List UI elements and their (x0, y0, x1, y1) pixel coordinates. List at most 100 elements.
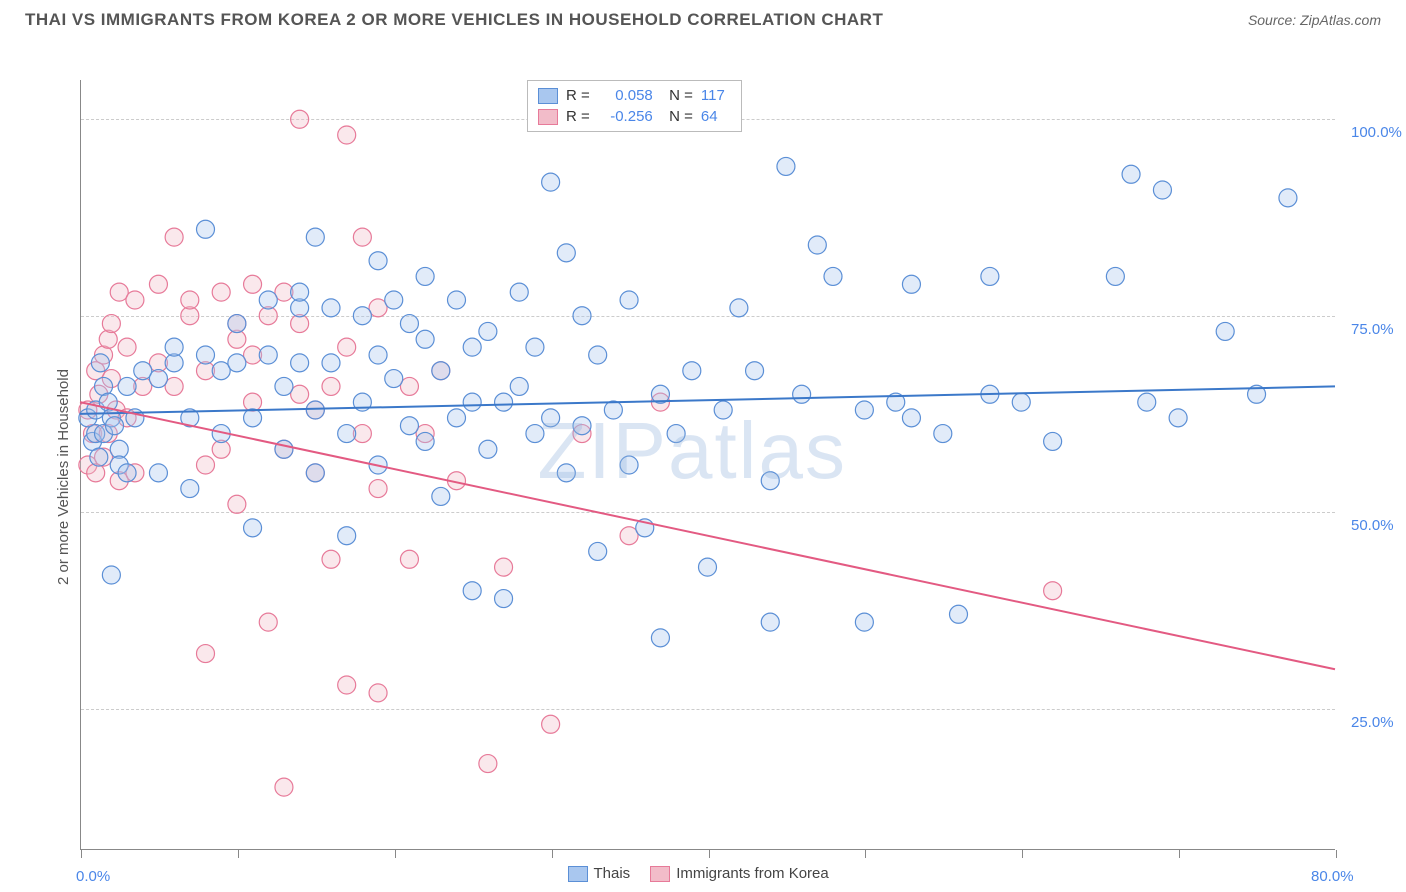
data-point (589, 542, 607, 560)
data-point (259, 291, 277, 309)
data-point (761, 613, 779, 631)
data-point (1122, 165, 1140, 183)
data-point (902, 409, 920, 427)
xtick-mark (1336, 850, 1337, 858)
legend-item-label: Immigrants from Korea (676, 865, 829, 882)
data-point (244, 275, 262, 293)
data-point (542, 715, 560, 733)
data-point (824, 267, 842, 285)
legend-swatch (538, 88, 558, 104)
data-point (1169, 409, 1187, 427)
xtick-mark (1179, 850, 1180, 858)
data-point (730, 299, 748, 317)
data-point (573, 307, 591, 325)
data-point (259, 613, 277, 631)
xtick-mark (1022, 850, 1023, 858)
data-point (338, 676, 356, 694)
data-point (275, 778, 293, 796)
data-point (557, 244, 575, 262)
n-value: 64 (701, 108, 731, 125)
data-point (197, 456, 215, 474)
data-point (400, 315, 418, 333)
data-point (683, 362, 701, 380)
data-point (385, 291, 403, 309)
data-point (212, 283, 230, 301)
data-point (699, 558, 717, 576)
data-point (400, 417, 418, 435)
data-point (542, 409, 560, 427)
data-point (400, 550, 418, 568)
data-point (510, 283, 528, 301)
data-point (479, 755, 497, 773)
data-point (291, 354, 309, 372)
data-point (91, 354, 109, 372)
data-point (228, 354, 246, 372)
data-point (463, 338, 481, 356)
data-point (542, 173, 560, 191)
legend-stats-row: R =0.058 N =117 (538, 85, 731, 106)
data-point (526, 425, 544, 443)
data-point (322, 299, 340, 317)
data-point (620, 291, 638, 309)
data-point (651, 629, 669, 647)
xtick-mark (395, 850, 396, 858)
data-point (416, 330, 434, 348)
data-point (589, 346, 607, 364)
xtick-mark (552, 850, 553, 858)
data-point (1106, 267, 1124, 285)
legend-series: Thais Immigrants from Korea (568, 865, 829, 882)
data-point (495, 558, 513, 576)
legend-item: Immigrants from Korea (650, 865, 829, 882)
data-point (1279, 189, 1297, 207)
data-point (416, 432, 434, 450)
data-point (197, 645, 215, 663)
legend-stats: R =0.058 N =117R =-0.256 N =64 (527, 80, 742, 132)
xtick-mark (238, 850, 239, 858)
r-value: -0.256 (598, 108, 653, 125)
data-point (369, 346, 387, 364)
data-point (463, 393, 481, 411)
data-point (620, 456, 638, 474)
data-point (385, 370, 403, 388)
ytick-label: 50.0% (1351, 517, 1394, 534)
data-point (714, 401, 732, 419)
data-point (165, 228, 183, 246)
data-point (448, 409, 466, 427)
data-point (793, 385, 811, 403)
data-point (1044, 432, 1062, 450)
data-point (432, 487, 450, 505)
data-point (526, 338, 544, 356)
data-point (322, 354, 340, 372)
data-point (667, 425, 685, 443)
chart-container: 25.0%50.0%75.0%100.0%0.0%80.0%2 or more … (25, 35, 1405, 890)
data-point (604, 401, 622, 419)
data-point (118, 464, 136, 482)
r-label: R = (566, 87, 590, 104)
data-point (1044, 582, 1062, 600)
legend-item: Thais (568, 865, 631, 882)
data-point (950, 605, 968, 623)
data-point (322, 550, 340, 568)
data-point (149, 275, 167, 293)
data-point (306, 401, 324, 419)
data-point (306, 228, 324, 246)
chart-title: THAI VS IMMIGRANTS FROM KOREA 2 OR MORE … (25, 10, 883, 30)
data-point (165, 338, 183, 356)
data-point (746, 362, 764, 380)
xtick-mark (81, 850, 82, 858)
data-point (777, 157, 795, 175)
legend-swatch (538, 109, 558, 125)
r-value: 0.058 (598, 87, 653, 104)
data-point (228, 495, 246, 513)
data-point (463, 582, 481, 600)
data-point (118, 377, 136, 395)
data-point (761, 472, 779, 490)
data-point (338, 527, 356, 545)
data-point (338, 126, 356, 144)
data-point (197, 220, 215, 238)
legend-stats-row: R =-0.256 N =64 (538, 106, 731, 127)
data-point (244, 409, 262, 427)
data-point (981, 267, 999, 285)
data-point (90, 448, 108, 466)
legend-swatch (650, 866, 670, 882)
